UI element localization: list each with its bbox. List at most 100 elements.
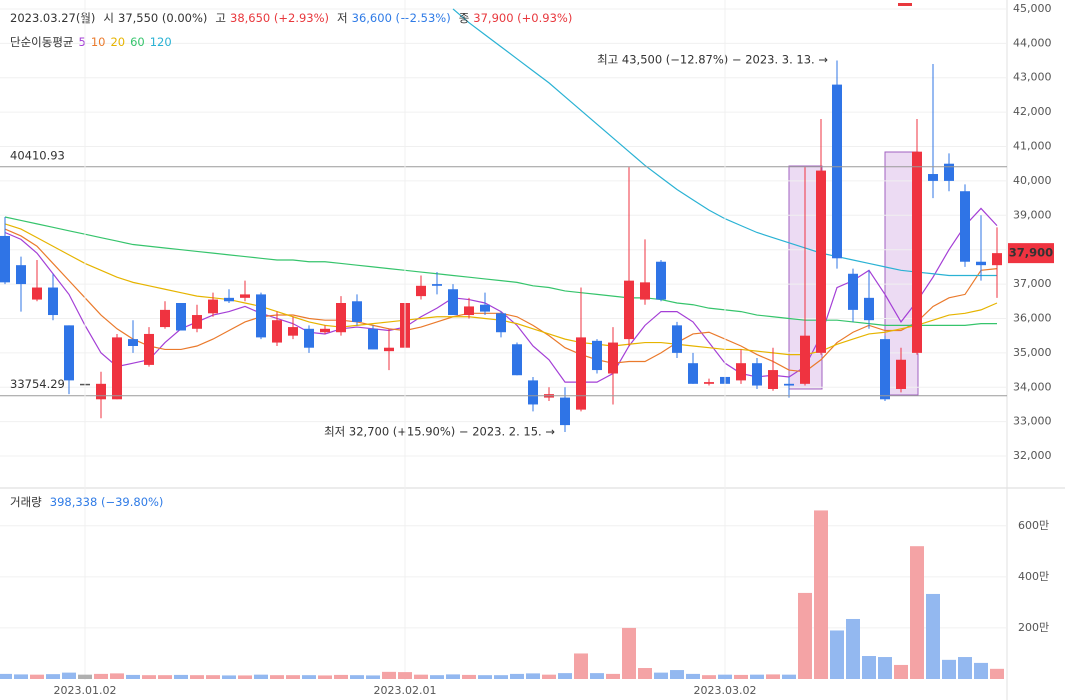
volume-bar <box>910 546 924 679</box>
volume-bar <box>254 674 268 679</box>
candle-body <box>288 327 298 336</box>
volume-title: 거래량 <box>10 495 42 509</box>
volume-bar <box>846 618 860 679</box>
header-label: 시 <box>103 11 114 25</box>
volume-bar <box>718 674 732 679</box>
candle-body <box>512 344 522 376</box>
candle-body <box>704 382 714 384</box>
volume-bar <box>46 674 60 679</box>
candle-body <box>464 306 474 316</box>
candle-body <box>272 320 282 343</box>
candle-body <box>576 337 586 410</box>
candle-body <box>432 284 442 286</box>
candle-body <box>736 363 746 381</box>
header-label: 고 <box>215 11 226 25</box>
volume-value: 398,338 (−39.80%) <box>50 495 164 509</box>
candle-body <box>256 294 266 338</box>
candle-body <box>48 287 58 316</box>
volume-bar <box>398 672 412 679</box>
candle-body <box>848 273 858 310</box>
candle-body <box>896 359 906 389</box>
volume-bar <box>414 674 428 679</box>
volume-bar <box>462 674 476 679</box>
y-tick-label: 33,000 <box>1013 415 1052 428</box>
volume-bar <box>878 657 892 679</box>
ma-line <box>4 216 997 326</box>
y-tick-label: 400만 <box>1018 570 1049 583</box>
volume-bar <box>78 674 92 679</box>
volume-bar <box>478 675 492 679</box>
volume-bar <box>590 673 604 679</box>
volume-bar <box>702 675 716 679</box>
volume-bar <box>670 670 684 679</box>
header-label: 저 <box>337 11 348 25</box>
candle-body <box>640 282 650 300</box>
ma-line <box>4 207 998 383</box>
volume-bar <box>510 673 524 679</box>
volume-bar <box>110 673 124 679</box>
volume-bar <box>0 673 12 679</box>
y-tick-label: 200만 <box>1018 621 1049 634</box>
volume-bar <box>430 675 444 679</box>
volume-bar <box>286 675 300 679</box>
y-tick-label: 37,000 <box>1013 277 1052 290</box>
volume-bar <box>14 674 28 679</box>
candle-body <box>992 253 1002 266</box>
volume-bar <box>766 674 780 679</box>
price-tag: 37,900 <box>1009 246 1053 260</box>
candle-body <box>304 328 314 348</box>
volume-bar <box>894 664 908 679</box>
legend-title: 단순이동평균 <box>10 35 73 49</box>
volume-bar <box>606 673 620 679</box>
volume-bar <box>190 675 204 679</box>
volume-bar <box>350 675 364 679</box>
candle-body <box>208 299 218 314</box>
legend-entry: 10 <box>91 35 106 49</box>
y-tick-label: 600만 <box>1018 519 1049 532</box>
legend-entry: 120 <box>150 35 172 49</box>
header-label: 종 <box>459 11 470 25</box>
candle-body <box>832 84 842 259</box>
candle-body <box>880 339 890 400</box>
candle-body <box>656 261 666 300</box>
header: 2023.03.27(월) 시 37,550 (0.00%) 고 38,650 (+2.… <box>10 11 572 25</box>
volume-bar <box>126 674 140 679</box>
candle-body <box>352 301 362 322</box>
candle-body <box>560 397 570 426</box>
volume-bar <box>526 673 540 679</box>
candle-body <box>96 383 106 400</box>
candle-body <box>800 335 810 384</box>
annotation: 최고 43,500 (−12.87%) − 2023. 3. 13. → <box>597 53 828 67</box>
candle-body <box>768 370 778 389</box>
volume-bar <box>862 656 876 679</box>
candle-body <box>928 174 938 181</box>
header-value: 37,550 (0.00%) <box>118 11 207 25</box>
candle-body <box>448 289 458 316</box>
volume-bar <box>974 662 988 679</box>
candle-body <box>192 315 202 329</box>
price-tag-bg <box>1008 243 1054 264</box>
candle-body <box>336 302 346 333</box>
candle-body <box>784 383 794 386</box>
volume-bar <box>446 674 460 679</box>
volume-bar <box>30 674 44 679</box>
candle-body <box>320 328 330 333</box>
volume-bar <box>494 675 508 679</box>
candle-body <box>912 151 922 353</box>
volume-bar <box>302 675 316 679</box>
y-tick-label: 34,000 <box>1013 380 1052 393</box>
candle-body <box>176 302 186 331</box>
candle-body <box>608 342 618 374</box>
volume-bar <box>94 673 108 679</box>
y-tick-label: 42,000 <box>1013 105 1052 118</box>
annotation: 최저 32,700 (+15.90%) − 2023. 2. 15. → <box>324 425 555 439</box>
candle-body <box>528 380 538 405</box>
volume-bar <box>574 653 588 679</box>
candle-body <box>64 325 74 381</box>
y-tick-label: 41,000 <box>1013 140 1052 153</box>
volume-bar <box>542 674 556 679</box>
volume-bar <box>158 675 172 679</box>
x-tick-label: 2023.01.02 <box>54 684 117 697</box>
volume-bar <box>958 657 972 679</box>
